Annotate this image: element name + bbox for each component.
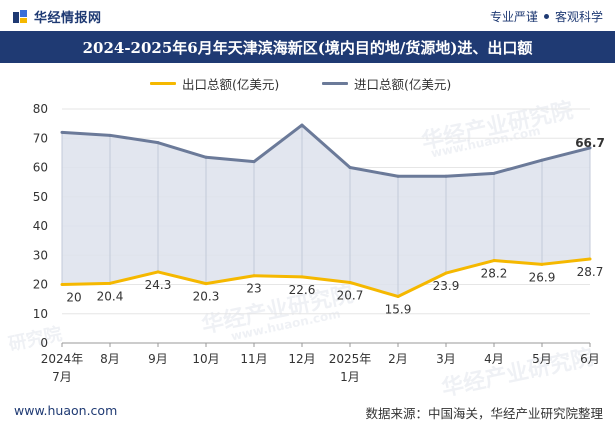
y-tick-label: 30 [33, 248, 48, 262]
data-label-export: 20.3 [193, 290, 220, 304]
chart-title: 2024-2025年6月年天津滨海新区(境内目的地/货源地)进、出口额 [82, 39, 533, 57]
data-point-export[interactable] [348, 280, 352, 284]
x-tick-label: 4月 [484, 352, 504, 366]
data-point-export[interactable] [156, 270, 160, 274]
bullet-icon [543, 14, 549, 19]
data-point-import[interactable] [588, 146, 592, 150]
tagline: 专业严谨 客观科学 [490, 8, 603, 25]
x-tick-label: 6月 [580, 352, 600, 366]
data-label-import: 66.7 [575, 136, 605, 150]
legend-item-export[interactable]: 出口总额(亿美元) [150, 74, 279, 93]
y-tick-label: 40 [33, 219, 48, 233]
y-tick-label: 50 [33, 190, 48, 204]
x-tick-label: 12月 [288, 352, 315, 366]
data-point-import[interactable] [252, 160, 256, 164]
series-line-export [61, 257, 591, 298]
data-label-export: 23.9 [433, 279, 460, 293]
series-line-import [61, 123, 591, 178]
data-point-import[interactable] [444, 174, 448, 178]
x-tick-label: 5月 [532, 352, 552, 366]
footer-url[interactable]: www.huaon.com [14, 403, 118, 418]
data-point-import[interactable] [204, 155, 208, 159]
data-point-export[interactable] [108, 281, 112, 285]
data-point-export[interactable] [444, 271, 448, 275]
legend-swatch-export [150, 82, 176, 85]
footer-source: 数据来源：中国海关，华经产业研究院整理 [365, 406, 603, 421]
data-point-import[interactable] [396, 174, 400, 178]
x-tick-label: 9月 [148, 352, 168, 366]
x-tick-label: 1月 [340, 370, 360, 384]
data-point-export[interactable] [60, 283, 64, 286]
brand[interactable]: 华经情报网 [12, 7, 102, 26]
x-tick-label: 2024年 [41, 352, 84, 366]
data-label-export: 28.7 [577, 265, 604, 279]
tagline-right: 客观科学 [554, 10, 603, 24]
data-point-import[interactable] [492, 171, 496, 175]
x-tick-label: 10月 [192, 352, 219, 366]
data-point-import[interactable] [348, 166, 352, 169]
data-label-export: 28.2 [481, 267, 508, 281]
data-point-import[interactable] [156, 141, 160, 145]
data-point-export[interactable] [588, 257, 592, 261]
data-point-export[interactable] [204, 282, 208, 286]
chart-legend: 出口总额(亿美元) 进口总额(亿美元) [0, 74, 615, 94]
y-tick-label: 60 [33, 161, 48, 175]
legend-item-import[interactable]: 进口总额(亿美元) [322, 74, 451, 93]
x-tick-label: 8月 [100, 352, 120, 366]
title-bar: 2024-2025年6月年天津滨海新区(境内目的地/货源地)进、出口额 [0, 31, 615, 63]
footer: www.huaon.com 数据来源：中国海关，华经产业研究院整理 [0, 395, 615, 427]
top-bar: 华经情报网 专业严谨 客观科学 [0, 0, 615, 30]
data-label-export: 22.6 [289, 283, 316, 297]
data-label-export: 20.4 [97, 289, 124, 303]
brand-name: 华经情报网 [34, 11, 102, 26]
data-label-export: 26.9 [529, 270, 556, 284]
data-point-import[interactable] [108, 133, 112, 137]
area-between-series [62, 125, 590, 297]
data-label-export: 20.7 [337, 288, 364, 302]
data-point-import[interactable] [300, 123, 304, 127]
data-point-import[interactable] [540, 158, 544, 162]
x-tick-label: 3月 [436, 352, 456, 366]
x-tick-label: 2025年 [329, 352, 372, 366]
data-label-export: 24.3 [145, 278, 172, 292]
data-label-export: 23 [246, 282, 261, 296]
y-tick-label: 70 [33, 131, 48, 145]
tagline-left: 专业严谨 [489, 10, 538, 24]
data-point-export[interactable] [300, 275, 304, 279]
data-point-import[interactable] [60, 130, 64, 134]
y-tick-label: 0 [40, 336, 48, 350]
data-point-export[interactable] [492, 259, 496, 263]
x-tick-label: 7月 [52, 370, 72, 384]
data-label-export: 20 [66, 291, 81, 305]
data-point-export[interactable] [540, 262, 544, 266]
y-tick-label: 20 [33, 278, 48, 292]
y-tick-label: 80 [33, 102, 48, 116]
data-point-export[interactable] [252, 274, 256, 278]
x-tick-label: 2月 [388, 352, 408, 366]
data-label-export: 15.9 [385, 302, 412, 316]
legend-swatch-import [322, 82, 348, 85]
brand-logo-icon [13, 9, 27, 23]
legend-label-export: 出口总额(亿美元) [182, 77, 280, 92]
data-point-export[interactable] [396, 294, 400, 298]
legend-label-import: 进口总额(亿美元) [354, 77, 452, 92]
y-tick-label: 10 [33, 307, 48, 321]
x-tick-label: 11月 [240, 352, 267, 366]
